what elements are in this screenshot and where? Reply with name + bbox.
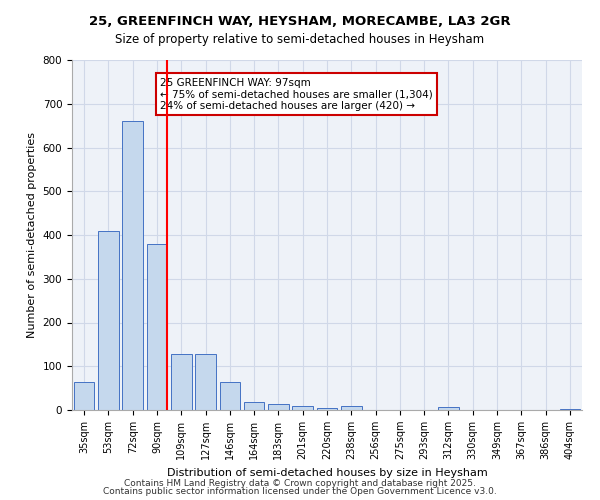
Bar: [341, 406, 362, 410]
Bar: [317, 408, 337, 410]
Text: 25, GREENFINCH WAY, HEYSHAM, MORECAMBE, LA3 2GR: 25, GREENFINCH WAY, HEYSHAM, MORECAMBE, …: [89, 15, 511, 28]
Bar: [98, 230, 119, 410]
Text: 25 GREENFINCH WAY: 97sqm
← 75% of semi-detached houses are smaller (1,304)
24% o: 25 GREENFINCH WAY: 97sqm ← 75% of semi-d…: [160, 78, 433, 110]
X-axis label: Distribution of semi-detached houses by size in Heysham: Distribution of semi-detached houses by …: [167, 468, 487, 477]
Text: Size of property relative to semi-detached houses in Heysham: Size of property relative to semi-detach…: [115, 32, 485, 46]
Bar: [244, 402, 265, 410]
Bar: [122, 122, 143, 410]
Bar: [195, 354, 216, 410]
Text: Contains HM Land Registry data © Crown copyright and database right 2025.: Contains HM Land Registry data © Crown c…: [124, 478, 476, 488]
Bar: [438, 407, 459, 410]
Bar: [560, 409, 580, 410]
Y-axis label: Number of semi-detached properties: Number of semi-detached properties: [27, 132, 37, 338]
Text: Contains public sector information licensed under the Open Government Licence v3: Contains public sector information licen…: [103, 487, 497, 496]
Bar: [268, 404, 289, 410]
Bar: [292, 406, 313, 410]
Bar: [171, 354, 191, 410]
Bar: [74, 382, 94, 410]
Bar: [146, 244, 167, 410]
Bar: [220, 382, 240, 410]
